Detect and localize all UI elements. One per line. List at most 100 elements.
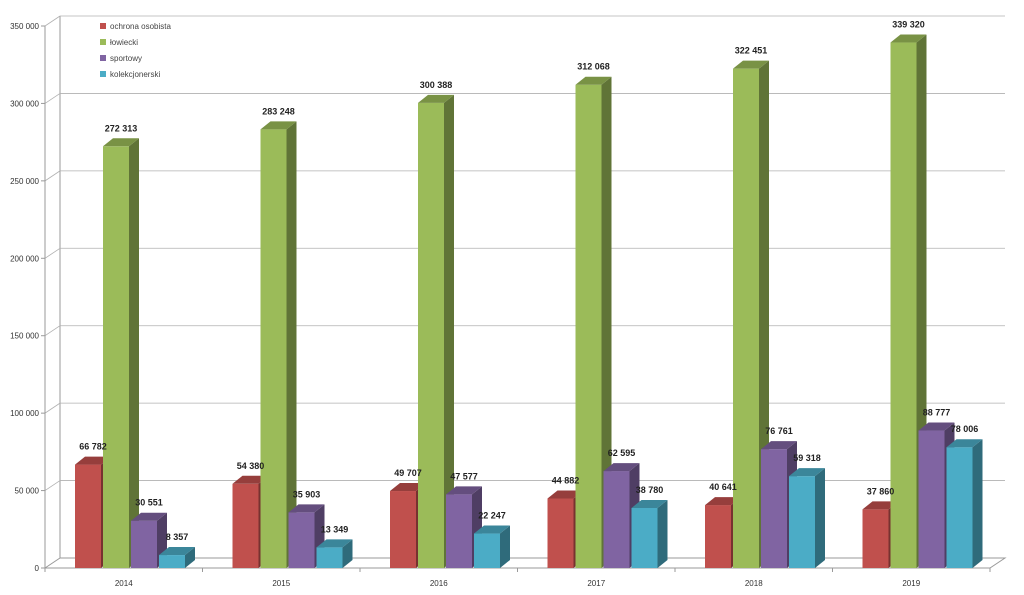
- bar-side: [286, 121, 297, 568]
- x-tick-label: 2019: [902, 579, 920, 588]
- y-tick-label: 350 000: [10, 22, 39, 31]
- legend-swatch: [100, 39, 106, 45]
- bar: [862, 509, 889, 568]
- bar-top: [131, 512, 167, 521]
- bar-top: [446, 486, 482, 495]
- data-label: 44 882: [552, 475, 580, 485]
- bar-side: [815, 468, 825, 568]
- y-tick-label: 200 000: [10, 254, 39, 263]
- gridline-side: [44, 15, 61, 27]
- bar: [946, 447, 973, 568]
- bar: [761, 449, 787, 568]
- bar-top: [288, 504, 325, 513]
- legend-label: kolekcjonerski: [110, 70, 160, 79]
- data-label: 312 068: [577, 62, 610, 72]
- grid-layer: [43, 15, 1007, 569]
- bar-top: [316, 539, 353, 548]
- bar-side: [129, 138, 139, 568]
- bar: [631, 507, 658, 568]
- bar-side: [444, 94, 454, 568]
- bar-top: [418, 94, 454, 103]
- bar-top: [390, 483, 426, 492]
- data-label: 22 247: [478, 511, 506, 521]
- data-label: 40 641: [709, 482, 737, 492]
- y-tick-label: 50 000: [15, 487, 40, 496]
- data-label: 322 451: [735, 46, 768, 56]
- bar-top: [103, 138, 139, 147]
- bar: [446, 494, 472, 568]
- y-tick-label: 150 000: [10, 332, 39, 341]
- gridline-side: [44, 170, 61, 182]
- data-label: 339 320: [892, 20, 925, 30]
- bar-top: [159, 547, 195, 556]
- data-label: 272 313: [105, 123, 138, 133]
- bar-side: [500, 525, 510, 568]
- bar-side: [601, 76, 612, 568]
- gridline-side: [44, 480, 61, 491]
- bar: [103, 146, 129, 568]
- bar: [547, 498, 574, 568]
- x-tick-label: 2014: [115, 579, 133, 588]
- x-tick-label: 2018: [745, 579, 763, 588]
- legend-label: sportowy: [110, 54, 142, 63]
- x-tick-label: 2016: [430, 579, 448, 588]
- bar: [288, 512, 315, 568]
- data-label: 76 761: [765, 426, 793, 436]
- data-label: 62 595: [608, 448, 636, 458]
- bar-top: [75, 456, 111, 465]
- bar-top: [789, 468, 825, 477]
- bar-top: [603, 463, 640, 472]
- bar-side: [342, 539, 353, 568]
- data-label-layer: 66 782 272 313 30 551 8 357 54 380 283 248 35 …: [79, 20, 978, 543]
- data-label: 30 551: [135, 498, 163, 508]
- data-label: 59 318: [793, 453, 821, 463]
- legend-label: ochrona osobista: [110, 22, 171, 31]
- bar: [260, 129, 287, 568]
- data-label: 78 006: [951, 424, 979, 434]
- bar-top: [733, 60, 769, 69]
- bar: [418, 102, 444, 568]
- legend-label: łowiecki: [110, 38, 138, 47]
- data-label: 300 388: [420, 80, 453, 90]
- bar-top: [474, 525, 510, 534]
- bar: [474, 533, 500, 568]
- bar-top: [946, 439, 983, 448]
- bar-top: [761, 441, 797, 450]
- data-label: 8 357: [166, 532, 189, 542]
- bar: [316, 547, 343, 568]
- bar: [131, 520, 157, 568]
- bar-top: [631, 499, 668, 508]
- legend: ochrona osobista łowiecki sportowy kolekcjo…: [100, 22, 171, 79]
- bar-top: [232, 475, 269, 484]
- data-label: 13 349: [321, 524, 349, 534]
- data-label: 283 248: [262, 106, 295, 116]
- bar-top: [705, 497, 741, 506]
- bar: [575, 84, 602, 568]
- gridline-side: [44, 93, 61, 104]
- bar-top: [890, 34, 927, 43]
- data-label: 47 577: [450, 471, 478, 481]
- bar-top: [260, 121, 297, 130]
- bar: [603, 471, 630, 568]
- gridline-side: [44, 325, 61, 337]
- axis-layer: 0 50 000 100 000 150 000 200 000 250 000 300 0…: [10, 22, 991, 588]
- bar: [75, 464, 101, 568]
- bar-top: [547, 490, 584, 499]
- data-label: 38 780: [636, 485, 664, 495]
- data-label: 35 903: [293, 489, 321, 499]
- x-tick-label: 2015: [272, 579, 290, 588]
- data-label: 37 860: [867, 486, 895, 496]
- data-label: 54 380: [237, 461, 265, 471]
- bar: [789, 476, 815, 568]
- bar-top: [918, 422, 955, 431]
- data-label: 49 707: [394, 468, 422, 478]
- bar-side: [759, 60, 769, 569]
- bar: [890, 42, 917, 568]
- bar: [159, 555, 185, 568]
- legend-swatch: [100, 55, 106, 61]
- bar: [232, 483, 259, 568]
- bar-layer: [75, 34, 983, 569]
- y-tick-label: 250 000: [10, 177, 39, 186]
